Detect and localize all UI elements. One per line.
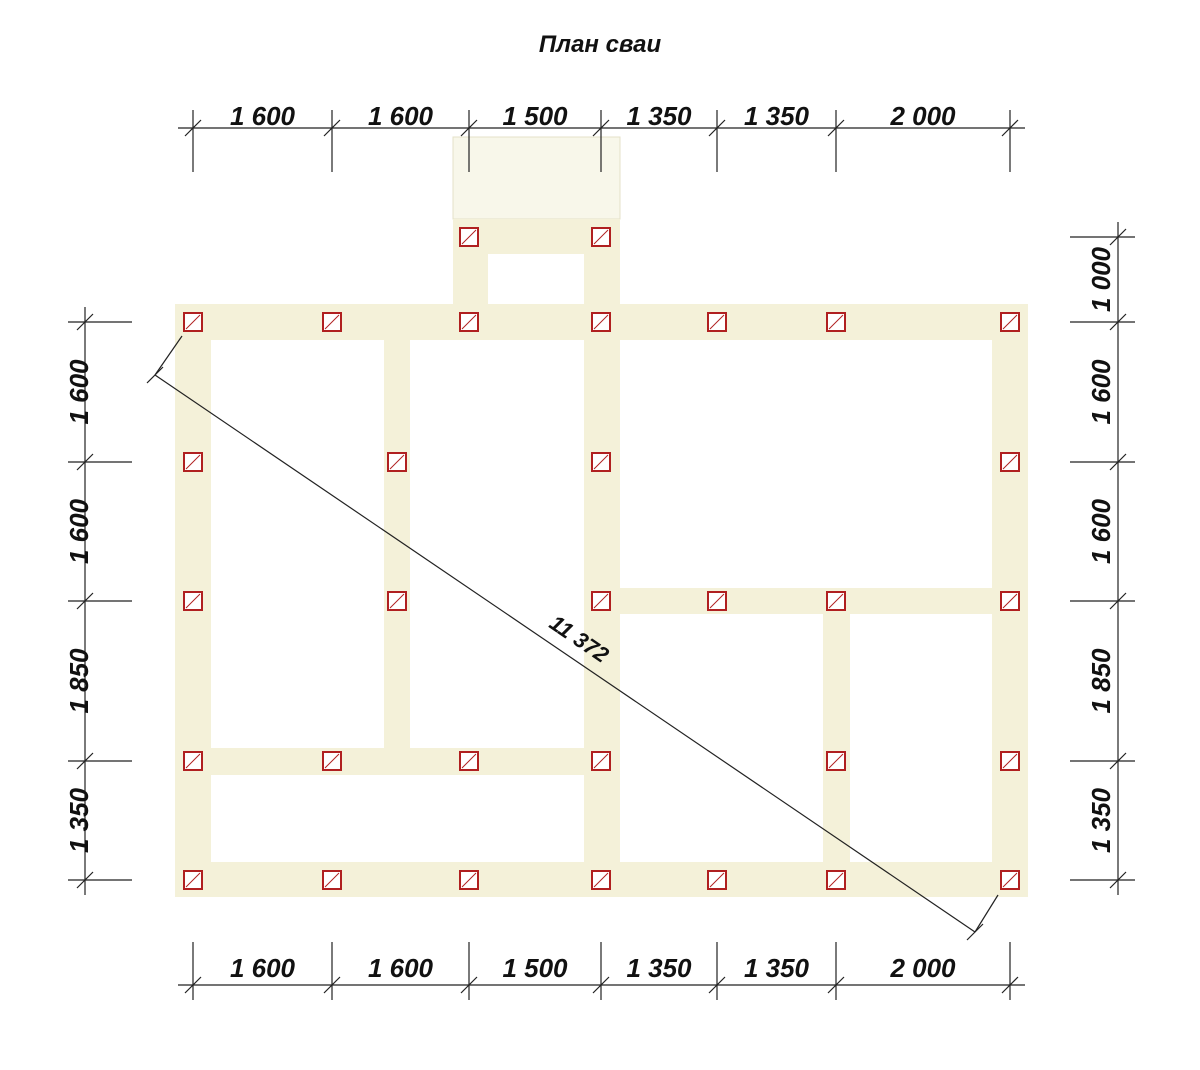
- dim-tick: [1109, 752, 1127, 770]
- pile-hatch: [1002, 872, 1018, 888]
- pile-hatch: [593, 454, 609, 470]
- dim-label: 1 350: [64, 787, 94, 853]
- pile-hatch: [828, 314, 844, 330]
- dim-label: 1 600: [64, 498, 94, 564]
- dim-tick: [827, 976, 845, 994]
- pile-hatch: [1002, 314, 1018, 330]
- title: План сваи: [539, 31, 662, 58]
- dim-label: 1 600: [1086, 498, 1116, 564]
- pile-hatch: [185, 593, 201, 609]
- dim-label: 2 000: [889, 101, 956, 131]
- dim-tick: [1109, 592, 1127, 610]
- pile-hatch: [185, 454, 201, 470]
- dim-tick: [76, 453, 94, 471]
- pile-hatch: [185, 872, 201, 888]
- dim-tick: [323, 976, 341, 994]
- dim-label: 1 850: [1086, 648, 1116, 714]
- dim-tick: [460, 119, 478, 137]
- pile-hatch: [1002, 593, 1018, 609]
- pile-hatch: [324, 314, 340, 330]
- dim-tick: [1109, 453, 1127, 471]
- dim-label: 2 000: [889, 953, 956, 983]
- dim-label: 1 600: [368, 953, 434, 983]
- dim-label: 1 350: [626, 101, 692, 131]
- dim-label: 1 000: [1086, 246, 1116, 312]
- dim-label: 1 600: [230, 953, 296, 983]
- pile-hatch: [324, 753, 340, 769]
- pile-hatch: [709, 314, 725, 330]
- dim-label: 1 500: [502, 101, 568, 131]
- pile-hatch: [828, 753, 844, 769]
- pile-hatch: [1002, 753, 1018, 769]
- pile-hatch: [828, 872, 844, 888]
- pile-hatch: [709, 593, 725, 609]
- pile-hatch: [185, 314, 201, 330]
- pile-hatch: [461, 753, 477, 769]
- dim-label: 1 350: [626, 953, 692, 983]
- dim-tick: [76, 752, 94, 770]
- pile-hatch: [185, 753, 201, 769]
- dim-tick: [323, 119, 341, 137]
- dim-tick: [827, 119, 845, 137]
- dim-tick: [1001, 976, 1019, 994]
- dim-label: 1 600: [368, 101, 434, 131]
- dim-label: 1 500: [502, 953, 568, 983]
- pile-hatch: [461, 872, 477, 888]
- pile-hatch: [593, 872, 609, 888]
- pile-hatch: [324, 872, 340, 888]
- dim-label: 1 600: [64, 359, 94, 425]
- porch: [452, 136, 621, 220]
- pile-hatch: [1002, 454, 1018, 470]
- pile-hatch: [593, 593, 609, 609]
- pile-hatch: [828, 593, 844, 609]
- pile-hatch: [461, 314, 477, 330]
- dim-tick: [708, 976, 726, 994]
- dim-tick: [592, 976, 610, 994]
- ext-line: [974, 894, 999, 933]
- pile-hatch: [593, 229, 609, 245]
- dim-tick: [76, 592, 94, 610]
- pile-hatch: [461, 229, 477, 245]
- pile-hatch: [709, 872, 725, 888]
- dim-tick: [76, 313, 94, 331]
- dim-label: 1 850: [64, 648, 94, 714]
- dim-tick: [592, 119, 610, 137]
- dim-tick: [460, 976, 478, 994]
- dim-tick: [1109, 871, 1127, 889]
- dim-label: 1 350: [1086, 787, 1116, 853]
- dim-label: 1 350: [744, 101, 810, 131]
- dim-label: 1 350: [744, 953, 810, 983]
- pile-hatch: [593, 753, 609, 769]
- diagonal-line: [154, 374, 976, 933]
- dim-tick: [708, 119, 726, 137]
- dim-label: 1 600: [230, 101, 296, 131]
- dim-tick: [1109, 313, 1127, 331]
- dim-tick: [1109, 228, 1127, 246]
- ext-line: [154, 335, 183, 376]
- dim-tick: [184, 119, 202, 137]
- pile-hatch: [593, 314, 609, 330]
- dim-tick: [76, 871, 94, 889]
- dim-tick: [184, 976, 202, 994]
- pile-hatch: [389, 593, 405, 609]
- pile-hatch: [389, 454, 405, 470]
- dim-label: 1 600: [1086, 359, 1116, 425]
- dim-tick: [1001, 119, 1019, 137]
